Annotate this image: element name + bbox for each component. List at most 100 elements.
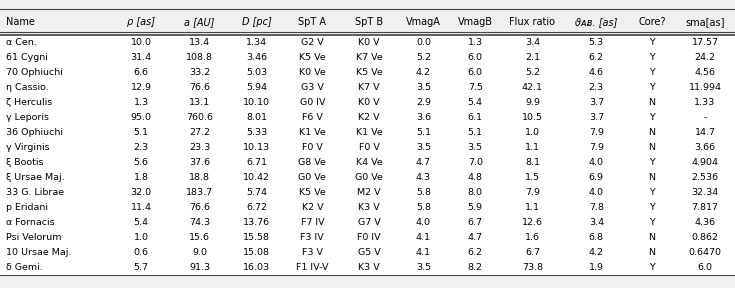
Text: 4.7: 4.7 <box>467 233 483 242</box>
Text: K5 Ve: K5 Ve <box>299 188 326 197</box>
Text: 2.536: 2.536 <box>692 173 719 182</box>
Text: 13.76: 13.76 <box>243 218 270 227</box>
Text: 1.8: 1.8 <box>134 173 148 182</box>
Text: Y: Y <box>649 188 655 197</box>
Text: 1.5: 1.5 <box>525 173 540 182</box>
Text: 76.6: 76.6 <box>189 203 210 212</box>
Text: K1 Ve: K1 Ve <box>356 128 382 137</box>
Text: γ Leporis: γ Leporis <box>6 113 49 122</box>
Text: 0.0: 0.0 <box>416 38 431 47</box>
Text: 108.8: 108.8 <box>186 53 213 62</box>
Text: 760.6: 760.6 <box>186 113 213 122</box>
Text: 61 Cygni: 61 Cygni <box>6 53 48 62</box>
Text: 3.66: 3.66 <box>695 143 715 152</box>
Text: 1.0: 1.0 <box>525 128 540 137</box>
Text: 1.6: 1.6 <box>525 233 540 242</box>
Text: 10.0: 10.0 <box>131 38 151 47</box>
Text: 24.2: 24.2 <box>695 53 715 62</box>
Text: 8.0: 8.0 <box>467 188 483 197</box>
Text: 42.1: 42.1 <box>522 83 543 92</box>
Text: F0 V: F0 V <box>359 143 379 152</box>
Text: K0 V: K0 V <box>359 98 380 107</box>
Text: 4.0: 4.0 <box>589 158 604 167</box>
Text: 5.2: 5.2 <box>525 68 540 77</box>
Text: 6.6: 6.6 <box>134 68 148 77</box>
Text: 11.4: 11.4 <box>131 203 151 212</box>
Text: 5.03: 5.03 <box>246 68 268 77</box>
Text: N: N <box>648 233 656 242</box>
Text: 10.13: 10.13 <box>243 143 270 152</box>
Text: M2 V: M2 V <box>357 188 381 197</box>
Text: 5.4: 5.4 <box>467 98 483 107</box>
Text: γ Virginis: γ Virginis <box>6 143 49 152</box>
Text: 5.6: 5.6 <box>134 158 148 167</box>
Text: 91.3: 91.3 <box>189 263 210 272</box>
Text: 6.2: 6.2 <box>589 53 604 62</box>
Text: 5.8: 5.8 <box>416 188 431 197</box>
Text: 4.2: 4.2 <box>589 248 604 257</box>
Bar <box>0 9 735 35</box>
Text: G3 V: G3 V <box>301 83 324 92</box>
Text: 5.94: 5.94 <box>246 83 268 92</box>
Text: 33.2: 33.2 <box>189 68 210 77</box>
Text: Y: Y <box>649 203 655 212</box>
Text: Flux ratio: Flux ratio <box>509 17 556 27</box>
Text: 1.3: 1.3 <box>467 38 483 47</box>
Text: 11.994: 11.994 <box>689 83 722 92</box>
Text: 6.0: 6.0 <box>467 53 483 62</box>
Text: N: N <box>648 173 656 182</box>
Text: 4.56: 4.56 <box>695 68 715 77</box>
Text: p Eridani: p Eridani <box>6 203 48 212</box>
Text: 6.9: 6.9 <box>589 173 604 182</box>
Text: 32.34: 32.34 <box>692 188 719 197</box>
Text: 4.7: 4.7 <box>416 158 431 167</box>
Text: 13.4: 13.4 <box>189 38 210 47</box>
Text: K3 V: K3 V <box>358 203 380 212</box>
Text: G8 Ve: G8 Ve <box>298 158 326 167</box>
Text: K2 V: K2 V <box>301 203 323 212</box>
Text: F0 IV: F0 IV <box>357 233 381 242</box>
Text: 4.0: 4.0 <box>589 188 604 197</box>
Text: 13.1: 13.1 <box>189 98 210 107</box>
Text: 0.6470: 0.6470 <box>689 248 722 257</box>
Text: 4.3: 4.3 <box>416 173 431 182</box>
Text: 10.42: 10.42 <box>243 173 270 182</box>
Text: Y: Y <box>649 158 655 167</box>
Text: a [AU]: a [AU] <box>184 17 215 27</box>
Text: 32.0: 32.0 <box>131 188 151 197</box>
Text: F0 V: F0 V <box>302 143 323 152</box>
Text: G2 V: G2 V <box>301 38 323 47</box>
Text: 1.34: 1.34 <box>246 38 268 47</box>
Text: 7.9: 7.9 <box>589 128 604 137</box>
Text: 5.33: 5.33 <box>246 128 268 137</box>
Text: 4.2: 4.2 <box>416 68 431 77</box>
Text: Y: Y <box>649 83 655 92</box>
Text: 10.10: 10.10 <box>243 98 270 107</box>
Text: 10.5: 10.5 <box>522 113 543 122</box>
Text: Core?: Core? <box>638 17 666 27</box>
Text: G0 Ve: G0 Ve <box>355 173 383 182</box>
Text: 7.5: 7.5 <box>467 83 483 92</box>
Text: N: N <box>648 248 656 257</box>
Text: 76.6: 76.6 <box>189 83 210 92</box>
Text: 3.4: 3.4 <box>589 218 604 227</box>
Text: 183.7: 183.7 <box>186 188 213 197</box>
Text: F6 V: F6 V <box>302 113 323 122</box>
Text: 5.2: 5.2 <box>416 53 431 62</box>
Text: 95.0: 95.0 <box>131 113 151 122</box>
Text: ξ Bootis: ξ Bootis <box>6 158 43 167</box>
Text: 4.6: 4.6 <box>589 68 604 77</box>
Text: 1.3: 1.3 <box>134 98 148 107</box>
Text: 8.1: 8.1 <box>525 158 540 167</box>
Text: 7.8: 7.8 <box>589 203 604 212</box>
Text: 3.7: 3.7 <box>589 98 604 107</box>
Text: 23.3: 23.3 <box>189 143 210 152</box>
Text: 3.4: 3.4 <box>525 38 540 47</box>
Text: F3 IV: F3 IV <box>301 233 324 242</box>
Text: 5.1: 5.1 <box>134 128 148 137</box>
Text: 0.6: 0.6 <box>134 248 148 257</box>
Text: 3.5: 3.5 <box>467 143 483 152</box>
Text: 15.58: 15.58 <box>243 233 270 242</box>
Text: F1 IV-V: F1 IV-V <box>296 263 329 272</box>
Text: VmagB: VmagB <box>458 17 492 27</box>
